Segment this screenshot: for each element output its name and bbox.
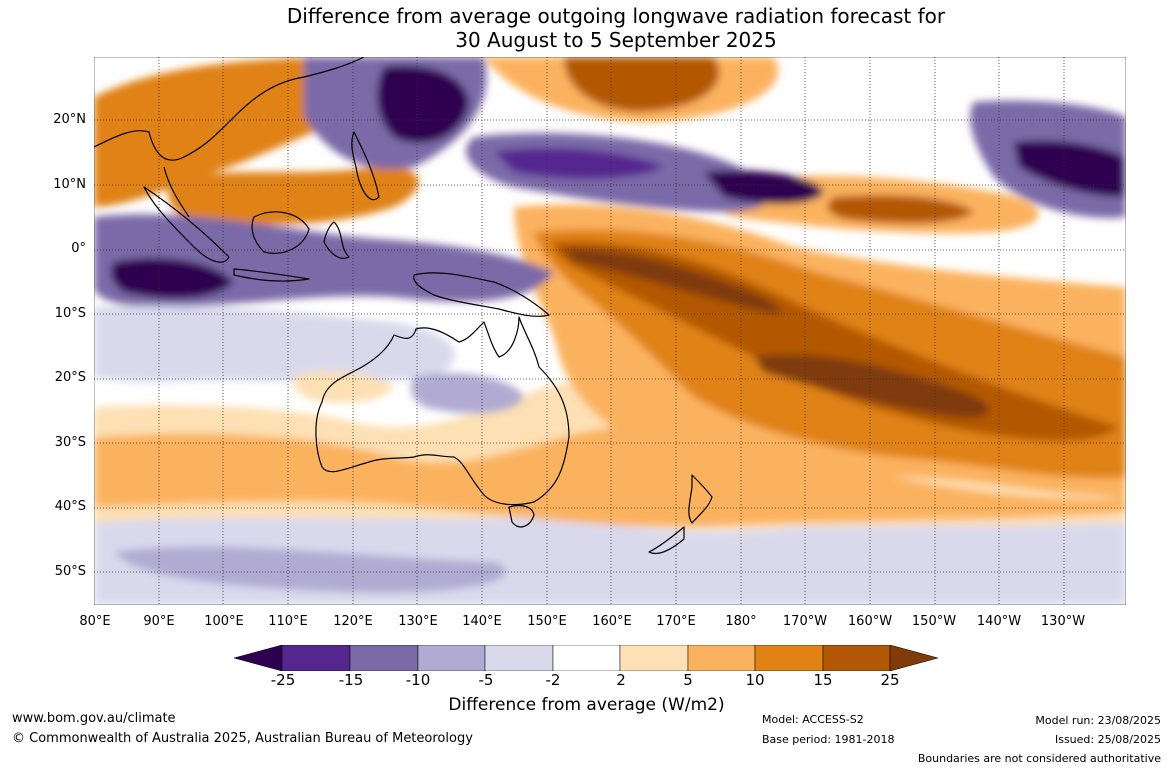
colorbar-segment-3: [417, 645, 486, 671]
colorbar-segment-2: [349, 645, 419, 671]
coastline-sulawesi: [323, 221, 350, 259]
lon-label-80e: 80°E: [79, 614, 111, 629]
model-run-text: Model run: 23/08/2025: [1035, 714, 1161, 727]
colorbar-segment-9: [822, 645, 891, 671]
anomaly-region-subtropic-lightorange: [293, 371, 394, 403]
anomaly-region-north-orange-west-2: [168, 166, 419, 225]
colorbar-tick-2: -10: [405, 671, 431, 689]
lon-label-100e: 100°E: [204, 614, 244, 629]
colorbar-segment-10: [889, 645, 939, 671]
coastlines: [94, 57, 713, 555]
lon-label-150e: 150°E: [527, 614, 567, 629]
map-title: Difference from average outgoing longwav…: [0, 4, 1173, 52]
anomaly-region-south-mid-orange: [94, 427, 1126, 527]
lat-label-50s: 50°S: [54, 564, 86, 579]
title-line-1: Difference from average outgoing longwav…: [286, 4, 946, 28]
lon-label-90e: 90°E: [143, 614, 175, 629]
lat-label-10n: 10°N: [53, 177, 86, 192]
anomaly-region-pacific-max: [564, 248, 782, 314]
issued-text: Issued: 25/08/2025: [1054, 733, 1161, 746]
base-period-text: Base period: 1981-2018: [762, 733, 895, 746]
colorbar-segment-8: [754, 645, 824, 671]
anomaly-region-pacific-max-2: [754, 354, 990, 418]
lon-label-140e: 140°E: [462, 614, 502, 629]
lon-label-170e: 170°E: [656, 614, 696, 629]
lon-label-180: 180°: [725, 614, 757, 629]
disclaimer-text: Boundaries are not considered authoritat…: [917, 752, 1161, 765]
coastline-tasmania: [508, 504, 535, 528]
anomaly-region-eq-purple-mid: [704, 170, 824, 204]
lon-label-150w: 150°W: [911, 614, 957, 629]
colorbar-segment-1: [281, 645, 351, 671]
lat-label-10s: 10°S: [54, 306, 86, 321]
anomaly-region-south-purple: [114, 546, 507, 593]
coastline-sumatra: [143, 186, 230, 263]
anomaly-region-australia-purple: [411, 373, 524, 414]
coastline-australia: [315, 316, 570, 506]
anomaly-region-north-dark-purple-2: [494, 147, 664, 179]
anomaly-region-north-dark-purple-east: [1014, 140, 1124, 197]
colorbar-segment-5: [552, 645, 621, 671]
colorbar-tick-3: -5: [478, 671, 494, 689]
coastline-malay: [163, 166, 190, 218]
lat-label-40s: 40°S: [54, 499, 86, 514]
lon-label-130e: 130°E: [398, 614, 438, 629]
copyright-text: © Commonwealth of Australia 2025, Austra…: [12, 731, 473, 746]
lat-label-20s: 20°S: [54, 370, 86, 385]
olr-anomaly-map: [94, 57, 1126, 605]
anomaly-region-north-orange-west: [94, 57, 354, 207]
lat-label-20n: 20°N: [53, 112, 86, 127]
anomaly-region-eq-dark-orange-east: [827, 195, 974, 224]
colorbar-tick-7: 10: [745, 671, 765, 689]
colorbar-tick-6: 5: [683, 671, 693, 689]
lon-label-170w: 170°W: [782, 614, 828, 629]
lat-label-30s: 30°S: [54, 435, 86, 450]
lon-label-160e: 160°E: [592, 614, 632, 629]
colorbar-tick-4: -2: [545, 671, 561, 689]
lon-label-160w: 160°W: [847, 614, 893, 629]
colorbar-tick-1: -15: [338, 671, 364, 689]
colorbar-segment-6: [619, 645, 689, 671]
graticule: [94, 57, 1126, 605]
coastline-java: [233, 268, 310, 282]
lon-label-130w: 130°W: [1040, 614, 1086, 629]
anomaly-region-indian-lightpurple: [94, 305, 455, 382]
coastline-mainland-asia: [94, 57, 365, 161]
colorbar-segment-7: [687, 645, 756, 671]
coastline-new-guinea: [413, 272, 550, 317]
lon-label-110e: 110°E: [268, 614, 308, 629]
lat-label-0: 0°: [71, 241, 86, 256]
anomaly-region-north-dark-orange-east: [564, 57, 720, 112]
lon-label-140w: 140°W: [976, 614, 1022, 629]
coastline-nz-south: [648, 526, 685, 555]
lon-label-120e: 120°E: [333, 614, 373, 629]
colorbar-tick-8: 15: [813, 671, 833, 689]
anomaly-region-north-dark-purple: [377, 65, 469, 143]
website-link[interactable]: www.bom.gov.au/climate: [12, 711, 176, 726]
colorbar-segment-0: [234, 645, 283, 671]
colorbar-tick-0: -25: [270, 671, 296, 689]
colorbar: [234, 645, 939, 671]
coastline-nz-north: [688, 474, 713, 524]
colorbar-tick-9: 25: [880, 671, 900, 689]
coastline-philippines: [351, 131, 380, 201]
title-line-2: 30 August to 5 September 2025: [455, 28, 777, 52]
anomaly-region-eq-dark-purple-west: [111, 258, 234, 299]
coastline-borneo: [251, 211, 310, 254]
colorbar-title: Difference from average (W/m2): [448, 695, 725, 715]
colorbar-segment-4: [484, 645, 554, 671]
model-text: Model: ACCESS-S2: [762, 713, 864, 726]
colorbar-tick-5: 2: [616, 671, 626, 689]
